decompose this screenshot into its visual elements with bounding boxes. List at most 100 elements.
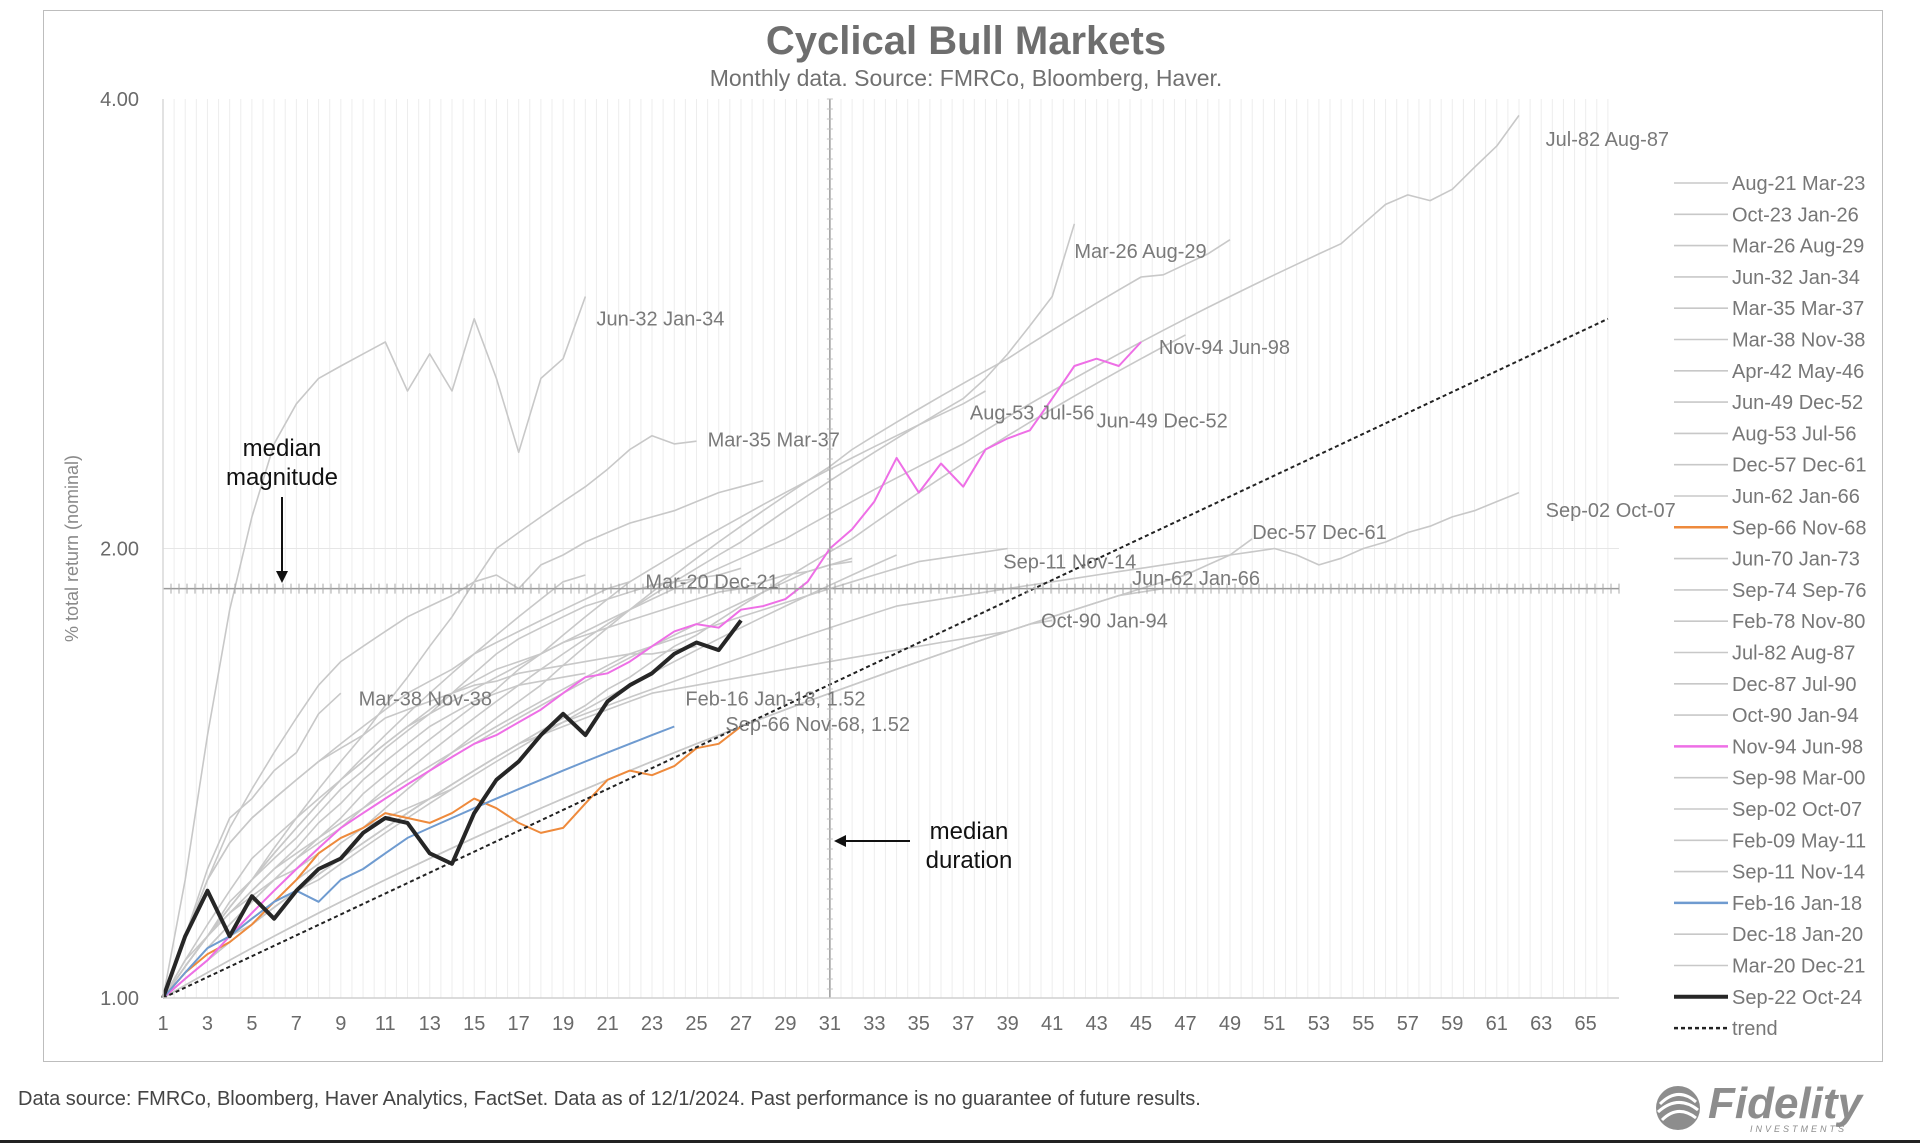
overlay bbox=[162, 98, 1620, 998]
series-line-jun-32-jan-34 bbox=[162, 296, 587, 999]
series-label: Sep-11 Nov-14 bbox=[1003, 551, 1136, 573]
x-tick-label: 33 bbox=[863, 1013, 885, 1035]
x-tick-label: 25 bbox=[685, 1013, 707, 1035]
series-label: Mar-38 Nov-38 bbox=[359, 688, 492, 710]
legend-item: Dec-87 Jul-90 bbox=[1732, 674, 1857, 696]
x-tick-label: 47 bbox=[1174, 1013, 1196, 1035]
x-tick-label: 53 bbox=[1308, 1013, 1330, 1035]
footer-source-note: Data source: FMRCo, Bloomberg, Haver Ana… bbox=[18, 1088, 1201, 1110]
median-duration-label: median bbox=[930, 818, 1009, 845]
median-duration-label-line2: duration bbox=[926, 847, 1013, 874]
series-label: Mar-26 Aug-29 bbox=[1074, 241, 1206, 263]
series-line-mar-38-nov-38 bbox=[162, 692, 342, 999]
series-label: Aug-53 Jul-56 bbox=[970, 403, 1095, 425]
grid bbox=[162, 99, 1619, 998]
trend-line bbox=[162, 317, 1609, 999]
series-label: Sep-66 Nov-68, 1.52 bbox=[725, 714, 910, 736]
legend-item: Jun-32 Jan-34 bbox=[1732, 267, 1860, 289]
x-tick-label: 41 bbox=[1041, 1013, 1063, 1035]
logo-subtext: INVESTMENTS bbox=[1750, 1124, 1847, 1134]
series-labels: Jul-82 Aug-87 Mar-26 Aug-29 Jun-32 Jan-34 N… bbox=[226, 129, 1676, 874]
axes: 1.002.004.001 3 5 7 9 11 13 15 17 19 21 23 25 27 29 31 3… bbox=[62, 89, 1619, 1035]
x-tick-label: 45 bbox=[1130, 1013, 1152, 1035]
legend-item: Sep-11 Nov-14 bbox=[1732, 862, 1865, 884]
x-tick-label: 23 bbox=[641, 1013, 663, 1035]
series-label: Dec-57 Dec-61 bbox=[1252, 522, 1387, 544]
series-line-nov-94-jun-98 bbox=[162, 341, 1142, 999]
x-tick-label: 13 bbox=[419, 1013, 441, 1035]
legend-item: Aug-53 Jul-56 bbox=[1732, 423, 1857, 445]
chart-title: Cyclical Bull Markets bbox=[766, 19, 1166, 63]
y-axis-label: % total return (nominal) bbox=[62, 455, 82, 642]
x-tick-label: 5 bbox=[246, 1013, 257, 1035]
legend-item: Nov-94 Jun-98 bbox=[1732, 736, 1863, 758]
legend-item: Dec-18 Jan-20 bbox=[1732, 924, 1863, 946]
series-line-sep-66-nov-68 bbox=[162, 725, 742, 999]
x-tick-label: 17 bbox=[508, 1013, 530, 1035]
legend-item: Feb-09 May-11 bbox=[1732, 830, 1866, 852]
legend-item: Sep-66 Nov-68 bbox=[1732, 517, 1867, 539]
x-tick-label: 49 bbox=[1219, 1013, 1241, 1035]
series-line-jul-82-aug-87 bbox=[162, 114, 1520, 999]
x-tick-label: 27 bbox=[730, 1013, 752, 1035]
x-tick-label: 29 bbox=[774, 1013, 796, 1035]
y-tick-label: 1.00 bbox=[100, 988, 139, 1010]
series-label: Nov-94 Jun-98 bbox=[1159, 337, 1290, 359]
series-label: Feb-16 Jan-18, 1.52 bbox=[685, 688, 865, 710]
series-line-dec-87-jul-90 bbox=[162, 557, 853, 999]
x-tick-label: 9 bbox=[335, 1013, 346, 1035]
x-tick-label: 61 bbox=[1486, 1013, 1508, 1035]
x-tick-label: 15 bbox=[463, 1013, 485, 1035]
fidelity-logo: Fidelity INVESTMENTS bbox=[1656, 1079, 1865, 1134]
series-lines bbox=[161, 114, 1609, 999]
x-tick-label: 35 bbox=[908, 1013, 930, 1035]
legend-item: Jun-49 Dec-52 bbox=[1732, 392, 1863, 414]
legend-item: Mar-35 Mar-37 bbox=[1732, 298, 1864, 320]
legend-item: Aug-21 Mar-23 bbox=[1732, 173, 1865, 195]
x-tick-label: 3 bbox=[202, 1013, 213, 1035]
y-tick-label: 4.00 bbox=[100, 89, 139, 111]
legend-item: Dec-57 Dec-61 bbox=[1732, 455, 1867, 477]
x-tick-label: 43 bbox=[1085, 1013, 1107, 1035]
legend: Aug-21 Mar-23 Oct-23 Jan-26 Mar-26 Aug-29 J… bbox=[1674, 173, 1867, 1040]
chart-subtitle: Monthly data. Source: FMRCo, Bloomberg, … bbox=[710, 65, 1223, 91]
x-tick-label: 65 bbox=[1575, 1013, 1597, 1035]
x-tick-label: 59 bbox=[1441, 1013, 1463, 1035]
x-tick-label: 37 bbox=[952, 1013, 974, 1035]
series-label: Jul-82 Aug-87 bbox=[1546, 129, 1669, 151]
legend-item: Feb-16 Jan-18 bbox=[1732, 893, 1862, 915]
series-label: Sep-02 Oct-07 bbox=[1546, 500, 1676, 522]
series-label: Jun-49 Dec-52 bbox=[1097, 411, 1228, 433]
x-tick-label: 51 bbox=[1263, 1013, 1285, 1035]
legend-item: Feb-78 Nov-80 bbox=[1732, 611, 1865, 633]
legend-item: Sep-74 Sep-76 bbox=[1732, 580, 1867, 602]
series-label: Jun-32 Jan-34 bbox=[596, 309, 724, 331]
series-line-mar-20-dec-21 bbox=[162, 581, 631, 999]
series-label: Mar-35 Mar-37 bbox=[708, 430, 840, 452]
legend-item: Jun-70 Jan-73 bbox=[1732, 549, 1860, 571]
series-line-sep-98-mar-00 bbox=[162, 574, 586, 999]
fidelity-globe-icon bbox=[1656, 1086, 1700, 1130]
legend-item: Apr-42 May-46 bbox=[1732, 361, 1864, 383]
legend-item: Mar-38 Nov-38 bbox=[1732, 330, 1865, 352]
series-line-dec-18-jan-20 bbox=[162, 788, 453, 999]
series-line-sep-22-oct-24 bbox=[161, 619, 743, 999]
median-magnitude-label-line2: magnitude bbox=[226, 464, 338, 491]
x-tick-label: 63 bbox=[1530, 1013, 1552, 1035]
series-line-feb-16-jan-18 bbox=[162, 725, 675, 999]
legend-item: Sep-98 Mar-00 bbox=[1732, 768, 1865, 790]
bottom-rule bbox=[0, 1140, 1920, 1143]
legend-item: Oct-90 Jan-94 bbox=[1732, 705, 1859, 727]
series-line-apr-42-may-46 bbox=[162, 239, 1231, 999]
series-label: Mar-20 Dec-21 bbox=[645, 572, 778, 594]
legend-item: Sep-22 Oct-24 bbox=[1732, 987, 1862, 1009]
legend-item: Mar-20 Dec-21 bbox=[1732, 956, 1865, 978]
series-line-sep-02-oct-07 bbox=[162, 491, 1520, 999]
x-tick-label: 55 bbox=[1352, 1013, 1374, 1035]
x-tick-label: 39 bbox=[997, 1013, 1019, 1035]
y-tick-label: 2.00 bbox=[100, 539, 139, 561]
median-magnitude-label: median bbox=[243, 435, 322, 462]
x-tick-label: 19 bbox=[552, 1013, 574, 1035]
x-tick-label: 1 bbox=[157, 1013, 168, 1035]
legend-item: Jul-82 Aug-87 bbox=[1732, 643, 1855, 665]
